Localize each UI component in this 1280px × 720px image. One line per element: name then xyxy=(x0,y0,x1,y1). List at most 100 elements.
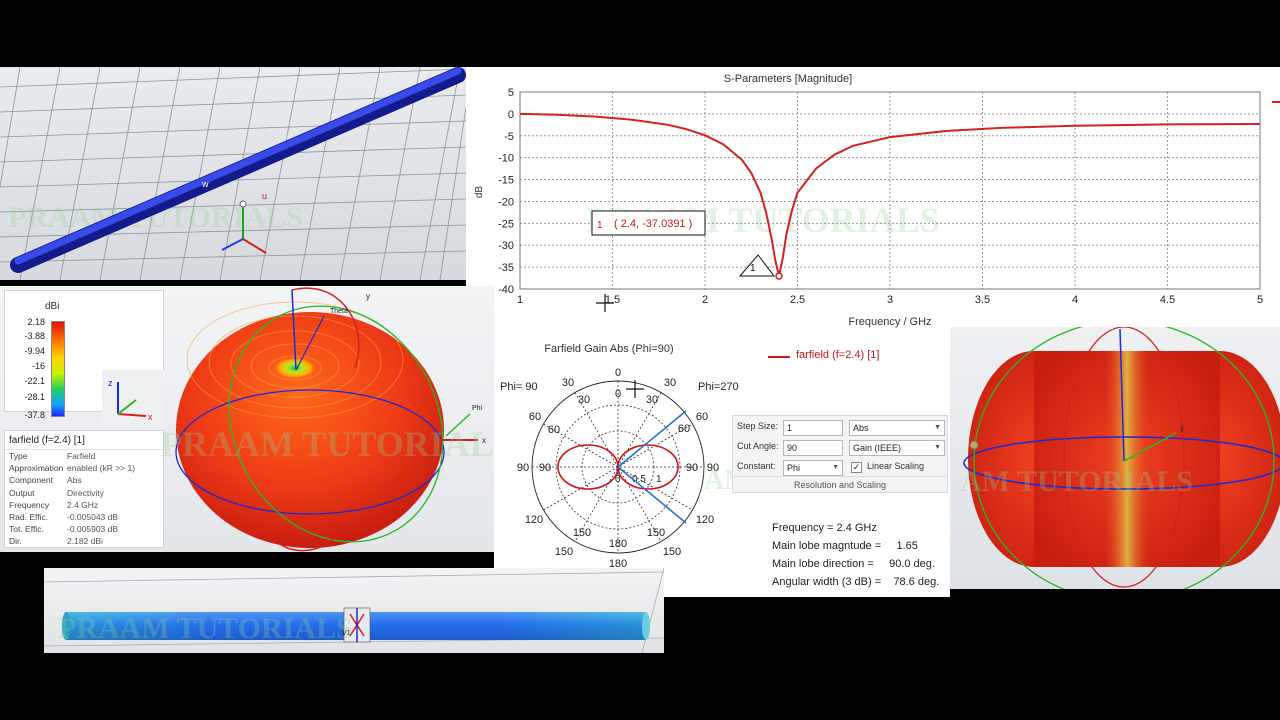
z-axis xyxy=(291,289,297,371)
y-tick-label: -35 xyxy=(498,262,514,274)
info-key: Tot. Effic. xyxy=(9,524,44,535)
surface-current-view[interactable]: V1 PRAAM TUTORIALS xyxy=(44,568,664,653)
s11-trace xyxy=(519,112,1261,277)
rod-left-end xyxy=(62,612,70,640)
dipole-rod xyxy=(10,67,466,273)
gain-select[interactable]: Gain (IEEE) ▼ xyxy=(849,440,945,456)
linear-scaling-label: Linear Scaling xyxy=(867,461,925,471)
colorbar-tick: -37.8 xyxy=(24,410,45,420)
farfield-sphere-canvas: z x y Theta Phi x PRAAM TUTORIALS xyxy=(102,287,494,552)
green-circle xyxy=(973,327,1275,589)
s-parameter-plot: S-Parameters [Magnitude] dB Frequency / … xyxy=(474,73,1280,328)
info-row: Output Directivity xyxy=(5,487,163,499)
s-parameter-chart[interactable]: S-Parameters [Magnitude] dB Frequency / … xyxy=(466,67,1280,329)
stat-row: Main lobe direction = 90.0 deg. xyxy=(772,555,939,573)
linear-scaling-checkbox[interactable]: ✓ xyxy=(851,462,862,473)
x-axis-label: x xyxy=(482,436,486,445)
step-size-label: Step Size: xyxy=(737,421,779,431)
y-tick-label: -20 xyxy=(498,196,514,208)
colorbar xyxy=(51,321,65,417)
theta-circle xyxy=(228,305,444,543)
colorbar-tick: 2.18 xyxy=(27,317,45,327)
info-value: Directivity xyxy=(67,487,104,498)
phi-right-label: Phi=270 xyxy=(698,381,739,393)
info-title: farfield (f=2.4) [1] xyxy=(5,431,163,450)
radial-label: 0 xyxy=(615,474,621,485)
y-tick-label: -5 xyxy=(504,131,514,143)
marker-readout-value: ( 2.4, -37.0391 ) xyxy=(614,218,692,230)
stat-value: 2.4 GHz xyxy=(836,522,877,534)
angle-label: 150 xyxy=(647,527,665,539)
angle-label: 0 xyxy=(615,367,621,379)
dipole-3d-canvas: PRAAM TUTORIALS w u xyxy=(0,67,466,280)
constant-select[interactable]: Phi ▼ xyxy=(783,460,843,476)
angle-label: 90 xyxy=(707,462,719,474)
red-meridian xyxy=(1063,327,1185,588)
colorbar-tick: -3.88 xyxy=(24,331,45,341)
theta-label: Theta xyxy=(330,308,348,315)
radial-label: 1 xyxy=(656,474,662,485)
3db-beamwidth-lines xyxy=(617,410,687,524)
stat-key: Main lobe magntude = xyxy=(772,540,897,552)
angle-label: 30 xyxy=(562,377,574,389)
info-row: Type Farfield xyxy=(5,450,163,462)
plot-frame xyxy=(519,91,1261,290)
stat-key: Frequency = xyxy=(772,522,837,534)
info-value: 2.182 dBi xyxy=(67,536,103,547)
angle-label: 60 xyxy=(548,424,560,436)
torus-canvas: y AM TUTORIALS xyxy=(960,327,1280,589)
stat-row: Angular width (3 dB) = 78.6 deg. xyxy=(772,573,939,591)
info-key: Approximation xyxy=(9,463,64,474)
dipole-3d-view[interactable]: PRAAM TUTORIALS w u xyxy=(0,67,466,280)
constant-label: Constant: xyxy=(737,461,776,471)
tick-labels: 1 1.5 2 2.5 3 3.5 4 4.5 5 5 0 -5 -10 -15 -20 -25 -30 -35 -… xyxy=(498,87,1263,306)
torus-pattern-view[interactable]: y AM TUTORIALS xyxy=(950,327,1280,589)
colorbar-tick: -16 xyxy=(31,361,45,371)
y-tick-label: -30 xyxy=(498,240,514,252)
watermark: PRAAM TUTORIALS xyxy=(160,424,494,464)
cut-angle-input[interactable]: 90 xyxy=(783,440,843,456)
marker-triangle[interactable]: 1 xyxy=(738,254,776,277)
y-axis-label: y xyxy=(1180,424,1184,433)
angle-label: 90 xyxy=(539,462,551,474)
y-tick-label: -15 xyxy=(498,175,514,187)
info-key: Type xyxy=(9,451,28,461)
angle-labels: 0 0 30 30 30 30 60 60 60 60 90 90 90 90 … xyxy=(517,367,719,570)
radial-labels: 0 0.5 1 xyxy=(615,474,662,485)
z-axis xyxy=(1119,328,1125,462)
watermark: PRAAM TUTORIALS xyxy=(58,612,353,645)
x-axis-label: Frequency / GHz xyxy=(848,316,931,328)
marker-number: 1 xyxy=(750,263,756,274)
stat-value: 90.0 deg. xyxy=(889,558,935,570)
legend-swatch xyxy=(768,356,790,358)
x-tick-label: 2.5 xyxy=(790,294,805,306)
info-row: Frequency 2.4 GHz xyxy=(5,499,163,511)
marker-1[interactable] xyxy=(775,272,783,280)
resolution-scaling-group: Step Size: 1 Abs ▼ Cut Angle: 90 Gain (IE… xyxy=(732,415,948,493)
info-row: Approximation enabled (kR >> 1) xyxy=(5,462,163,474)
angle-label: 90 xyxy=(517,462,529,474)
gain-select-value: Gain (IEEE) xyxy=(853,443,902,453)
info-key: Component xyxy=(9,475,53,486)
phi-circle xyxy=(175,389,445,515)
null-region xyxy=(273,357,317,379)
info-value: enabled (kR >> 1) xyxy=(67,463,136,474)
component-select[interactable]: Abs ▼ xyxy=(849,420,945,436)
info-value: -0.005903 dB xyxy=(67,524,119,535)
stat-key: Angular width (3 dB) = xyxy=(772,576,894,588)
step-size-input[interactable]: 1 xyxy=(783,420,843,436)
angle-label: 60 xyxy=(696,411,708,423)
crosshair-cursor xyxy=(626,380,644,398)
chevron-down-icon: ▼ xyxy=(832,464,839,471)
angle-label: 60 xyxy=(529,411,541,423)
polar-plot-panel[interactable]: Farfield Gain Abs (Phi=90) Phi= 90 Phi=2… xyxy=(494,329,950,597)
surface-current-canvas: V1 PRAAM TUTORIALS xyxy=(44,568,664,653)
x-tick-label: 4.5 xyxy=(1160,294,1175,306)
farfield-info-table: farfield (f=2.4) [1] Type Farfield Approx… xyxy=(4,430,164,548)
y-axis-label: y xyxy=(366,292,370,301)
info-row: Dir. 2.182 dBi xyxy=(5,535,163,547)
farfield-3d-view[interactable]: dBi 2.18 -3.88 -9.94 -16 -22.1 -28.1 -37… xyxy=(0,286,494,552)
info-key: Dir. xyxy=(9,536,22,547)
stat-value: 78.6 deg. xyxy=(893,576,940,588)
watermark: AM TUTORIALS xyxy=(960,465,1193,498)
